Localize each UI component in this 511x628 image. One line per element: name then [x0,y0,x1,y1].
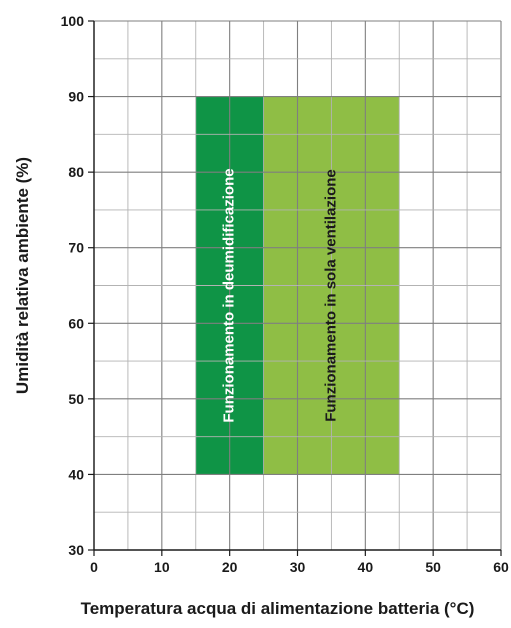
y-tick-label: 100 [61,13,85,29]
x-axis-title: Temperatura acqua di alimentazione batte… [81,599,475,618]
region-label-2: Funzionamento in sola ventilazione [322,169,339,422]
y-tick-label: 70 [68,240,84,256]
y-tick-label: 80 [68,164,84,180]
y-tick-label: 90 [68,89,84,105]
x-tick-label: 20 [222,559,238,575]
y-tick-label: 50 [68,391,84,407]
region-labels-layer: Funzionamento in deumidificazione Funzion… [221,168,340,422]
x-tick-label: 50 [425,559,441,575]
tick-labels-layer: 0 10 20 30 40 50 60 30 40 50 60 70 80 90 100 [61,13,509,575]
region-label-1: Funzionamento in deumidificazione [221,168,238,422]
y-tick-label: 40 [68,466,84,482]
grid-layer [88,20,502,556]
x-tick-label: 60 [493,559,509,575]
x-tick-label: 40 [358,559,374,575]
x-tick-label: 10 [154,559,170,575]
y-tick-label: 60 [68,315,84,331]
x-tick-label: 0 [90,559,98,575]
x-tick-label: 30 [290,559,306,575]
y-axis-title: Umidità relativa ambiente (%) [13,157,32,394]
y-tick-label: 30 [68,542,84,558]
